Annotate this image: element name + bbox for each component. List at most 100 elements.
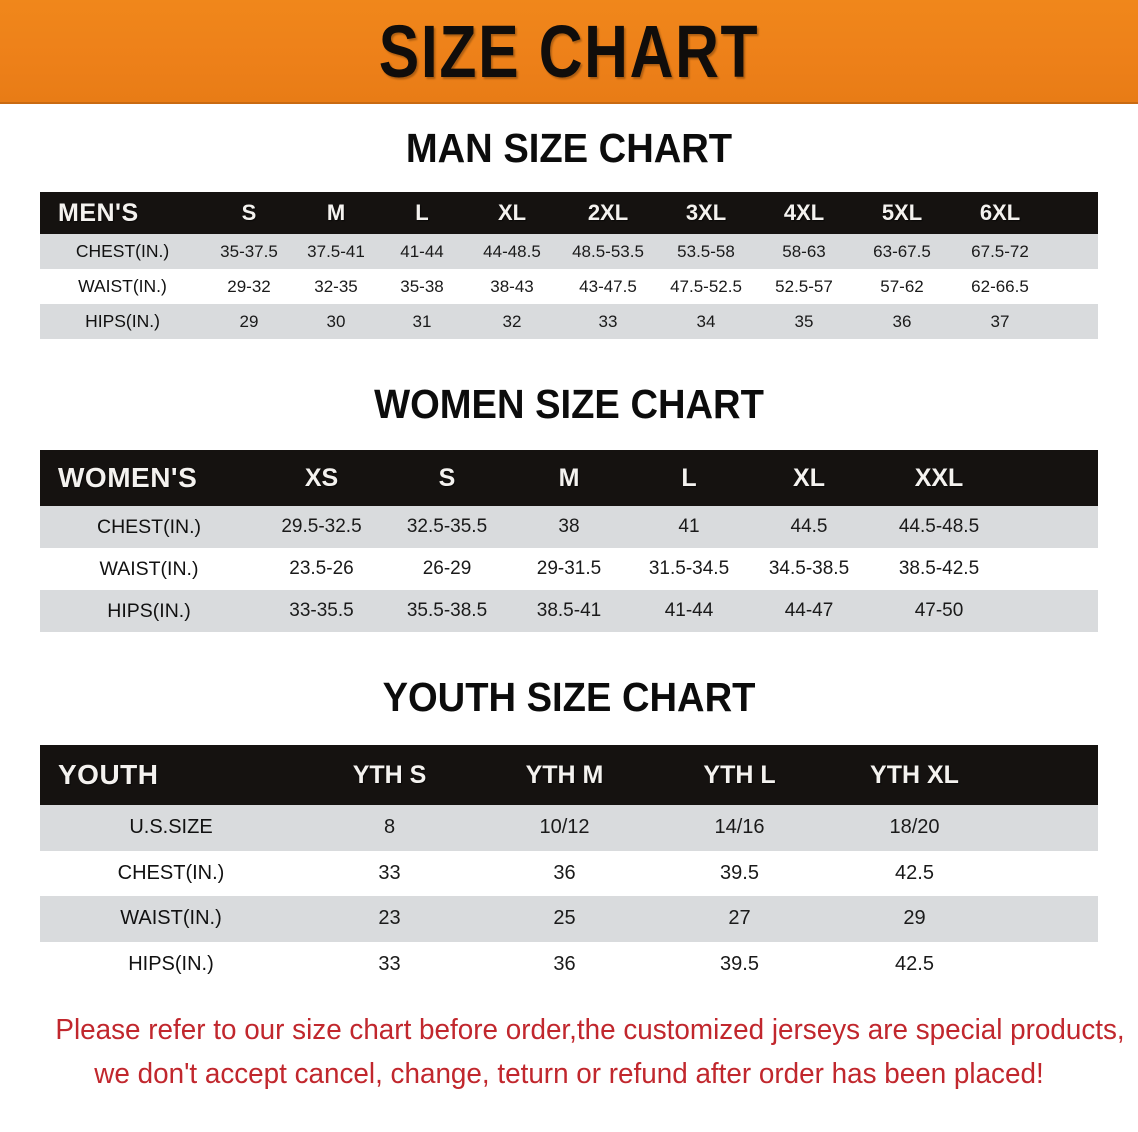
man-cell: 52.5-57 — [755, 269, 853, 304]
man-cell: 35 — [755, 304, 853, 339]
women-cell-filler — [1009, 506, 1098, 548]
youth-table-header: YOUTH YTH S YTH M YTH L YTH XL — [40, 745, 1098, 805]
youth-cell: 25 — [477, 896, 652, 942]
man-cell: 33 — [559, 304, 657, 339]
youth-cell: 42.5 — [827, 941, 1002, 987]
man-section-title: MAN SIZE CHART — [405, 125, 733, 171]
youth-row-label: CHEST(IN.) — [40, 850, 302, 896]
youth-row-label: HIPS(IN.) — [40, 941, 302, 987]
man-cell-filler — [1049, 304, 1098, 339]
table-row: HIPS(IN.) 33-35.5 35.5-38.5 38.5-41 41-4… — [40, 590, 1098, 632]
man-cell: 35-38 — [379, 269, 465, 304]
women-cell: 44.5-48.5 — [869, 506, 1009, 548]
youth-cell-filler — [1002, 805, 1098, 851]
youth-cell-filler — [1002, 850, 1098, 896]
women-cell: 38.5-42.5 — [869, 548, 1009, 590]
man-col-header: S — [241, 200, 257, 225]
man-col-header: 3XL — [685, 200, 727, 225]
man-cell: 43-47.5 — [559, 269, 657, 304]
youth-cell: 14/16 — [652, 805, 827, 851]
man-col-header: 2XL — [587, 200, 629, 225]
man-cell: 30 — [293, 304, 379, 339]
women-cell: 34.5-38.5 — [749, 548, 869, 590]
man-table-header: MEN'S S M L XL 2XL 3XL 4XL 5XL 6XL — [40, 192, 1098, 234]
table-row: WAIST(IN.) 29-32 32-35 35-38 38-43 43-47… — [40, 269, 1098, 304]
youth-table-body: U.S.SIZE 8 10/12 14/16 18/20 CHEST(IN.) … — [40, 805, 1098, 987]
youth-cell: 36 — [477, 850, 652, 896]
women-table-header: WOMEN'S XS S M L XL XXL — [40, 450, 1098, 506]
man-cell: 47.5-52.5 — [657, 269, 755, 304]
women-cell: 33-35.5 — [258, 590, 385, 632]
youth-col-header: YTH M — [525, 760, 604, 789]
women-col-header: S — [438, 463, 456, 492]
table-row: WAIST(IN.) 23.5-26 26-29 29-31.5 31.5-34… — [40, 548, 1098, 590]
man-cell: 44-48.5 — [465, 234, 559, 269]
youth-cell: 36 — [477, 941, 652, 987]
women-cell: 38.5-41 — [509, 590, 629, 632]
youth-size-section: YOUTH SIZE CHART YOUTH YTH S YTH M YTH L… — [0, 674, 1138, 987]
youth-cell: 27 — [652, 896, 827, 942]
youth-header-row: YOUTH YTH S YTH M YTH L YTH XL — [40, 745, 1098, 805]
youth-col-header: YTH S — [352, 760, 427, 789]
women-table-body: CHEST(IN.) 29.5-32.5 32.5-35.5 38 41 44.… — [40, 506, 1098, 632]
man-header-row: MEN'S S M L XL 2XL 3XL 4XL 5XL 6XL — [40, 192, 1098, 234]
women-col-header: XXL — [914, 463, 964, 492]
man-size-section: MAN SIZE CHART MEN'S S M L XL 2XL 3XL 4X… — [0, 125, 1138, 339]
women-cell: 41-44 — [629, 590, 749, 632]
youth-row-label: U.S.SIZE — [40, 805, 302, 851]
women-cell-filler — [1009, 548, 1098, 590]
youth-cell-filler — [1002, 896, 1098, 942]
women-col-header: L — [681, 463, 697, 492]
women-section-title: WOMEN SIZE CHART — [374, 381, 764, 427]
man-cell: 57-62 — [853, 269, 951, 304]
disclaimer-line-1: Please refer to our size chart before or… — [55, 1014, 1125, 1046]
women-col-header: XS — [304, 463, 339, 492]
women-header-filler — [1009, 450, 1098, 506]
man-cell: 29-32 — [205, 269, 293, 304]
youth-row-label: WAIST(IN.) — [40, 896, 302, 942]
man-cell: 48.5-53.5 — [559, 234, 657, 269]
man-cell: 53.5-58 — [657, 234, 755, 269]
women-corner-label: WOMEN'S — [58, 462, 198, 493]
women-cell: 38 — [509, 506, 629, 548]
man-size-table: MEN'S S M L XL 2XL 3XL 4XL 5XL 6XL CHEST… — [40, 192, 1098, 339]
man-cell: 67.5-72 — [951, 234, 1049, 269]
man-corner-label: MEN'S — [58, 198, 139, 227]
youth-cell: 10/12 — [477, 805, 652, 851]
youth-header-filler — [1002, 745, 1098, 805]
youth-cell: 42.5 — [827, 850, 1002, 896]
man-cell: 35-37.5 — [205, 234, 293, 269]
youth-cell-filler — [1002, 941, 1098, 987]
women-cell: 29.5-32.5 — [258, 506, 385, 548]
women-cell: 31.5-34.5 — [629, 548, 749, 590]
man-cell: 29 — [205, 304, 293, 339]
man-cell-filler — [1049, 269, 1098, 304]
women-header-row: WOMEN'S XS S M L XL XXL — [40, 450, 1098, 506]
youth-cell: 23 — [302, 896, 477, 942]
table-row: HIPS(IN.) 29 30 31 32 33 34 35 36 37 — [40, 304, 1098, 339]
youth-cell: 18/20 — [827, 805, 1002, 851]
women-size-table: WOMEN'S XS S M L XL XXL CHEST(IN.) 29.5-… — [40, 450, 1098, 632]
table-row: HIPS(IN.) 33 36 39.5 42.5 — [40, 941, 1098, 987]
youth-section-title: YOUTH SIZE CHART — [382, 674, 756, 720]
man-col-header: 5XL — [881, 200, 923, 225]
women-cell: 41 — [629, 506, 749, 548]
man-row-label: HIPS(IN.) — [40, 304, 205, 339]
youth-cell: 8 — [302, 805, 477, 851]
women-col-header: M — [558, 463, 580, 492]
man-cell: 63-67.5 — [853, 234, 951, 269]
women-row-label: CHEST(IN.) — [40, 506, 258, 548]
page-title: SIZE CHART — [378, 9, 760, 93]
women-size-section: WOMEN SIZE CHART WOMEN'S XS S M L XL XXL… — [0, 381, 1138, 632]
youth-cell: 39.5 — [652, 850, 827, 896]
man-table-body: CHEST(IN.) 35-37.5 37.5-41 41-44 44-48.5… — [40, 234, 1098, 339]
man-col-header: XL — [497, 200, 527, 225]
man-row-label: CHEST(IN.) — [40, 234, 205, 269]
man-cell: 34 — [657, 304, 755, 339]
youth-col-header: YTH L — [703, 760, 776, 789]
women-cell: 26-29 — [385, 548, 509, 590]
man-cell: 38-43 — [465, 269, 559, 304]
man-cell: 37.5-41 — [293, 234, 379, 269]
disclaimer-line-2: we don't accept cancel, change, teturn o… — [94, 1057, 1044, 1090]
man-cell-filler — [1049, 234, 1098, 269]
